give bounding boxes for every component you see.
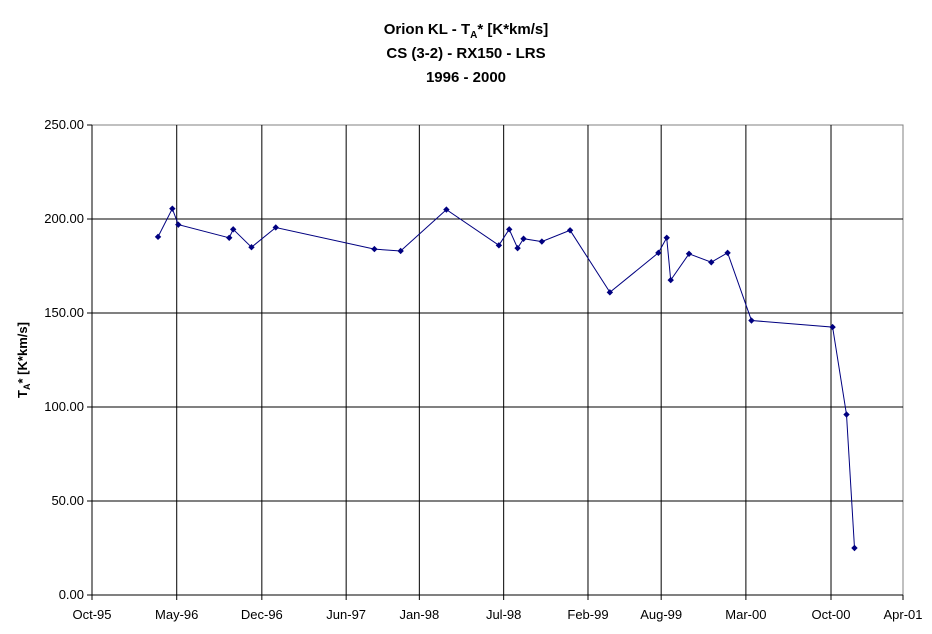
data-point: [748, 317, 755, 324]
y-tick-label: 250.00: [44, 117, 84, 132]
data-point: [169, 205, 176, 212]
plot-area: [91, 124, 904, 596]
y-tick-label: 150.00: [44, 305, 84, 320]
y-axis-title: TA* [K*km/s]: [15, 322, 32, 398]
x-tick-label: Jul-98: [486, 607, 521, 622]
data-point: [154, 233, 162, 241]
data-point: [443, 206, 450, 213]
x-tick-label: Jun-97: [326, 607, 366, 622]
data-point: [708, 259, 715, 266]
data-point: [506, 226, 513, 233]
data-point: [229, 226, 237, 233]
y-axis-title-text: TA* [K*km/s]: [15, 322, 32, 398]
x-tick-label: Oct-95: [72, 607, 111, 622]
y-tick-label: 100.00: [44, 399, 84, 414]
data-point: [495, 242, 503, 249]
data-point: [175, 221, 182, 228]
data-point: [514, 244, 521, 252]
data-point: [397, 247, 404, 255]
data-point: [371, 245, 378, 253]
x-tick-label: Aug-99: [640, 607, 682, 622]
data-point: [566, 227, 574, 234]
x-tick-label: Feb-99: [567, 607, 608, 622]
series: [154, 205, 858, 552]
data-point: [685, 250, 693, 257]
data-point: [226, 234, 233, 241]
chart-title: Orion KL - TA* [K*km/s] CS (3-2) - RX150 …: [384, 21, 548, 86]
x-tick-label: Dec-96: [241, 607, 283, 622]
title-line-3: 1996 - 2000: [426, 69, 506, 86]
data-point: [724, 249, 731, 257]
title-line-1: Orion KL - TA* [K*km/s]: [384, 21, 548, 41]
data-point: [829, 323, 836, 331]
x-tick-labels: Oct-95 May-96 Dec-96 Jun-97 Jan-98 Jul-98 Feb-…: [72, 607, 922, 622]
data-point: [843, 411, 850, 418]
data-point: [663, 234, 670, 241]
x-tick-label: Jan-98: [399, 607, 439, 622]
data-point: [248, 244, 255, 251]
data-point: [520, 235, 527, 242]
data-point: [272, 224, 279, 231]
x-tick-label: Oct-00: [812, 607, 851, 622]
data-point: [851, 544, 858, 552]
data-point: [655, 249, 662, 257]
y-tick-labels: 0.00 50.00 100.00 150.00 200.00 250.00: [44, 117, 84, 602]
y-tick-label: 200.00: [44, 211, 84, 226]
data-point: [667, 276, 674, 284]
series-line: [157, 207, 855, 549]
gridlines: [92, 125, 903, 595]
y-tick-label: 0.00: [59, 587, 84, 602]
x-tick-label: Apr-01: [883, 607, 922, 622]
axes: [87, 124, 904, 600]
x-tick-label: May-96: [155, 607, 198, 622]
title-line-2: CS (3-2) - RX150 - LRS: [386, 45, 545, 62]
data-point: [538, 238, 546, 245]
x-tick-label: Mar-00: [725, 607, 766, 622]
y-tick-label: 50.00: [51, 493, 84, 508]
data-point: [606, 289, 614, 296]
